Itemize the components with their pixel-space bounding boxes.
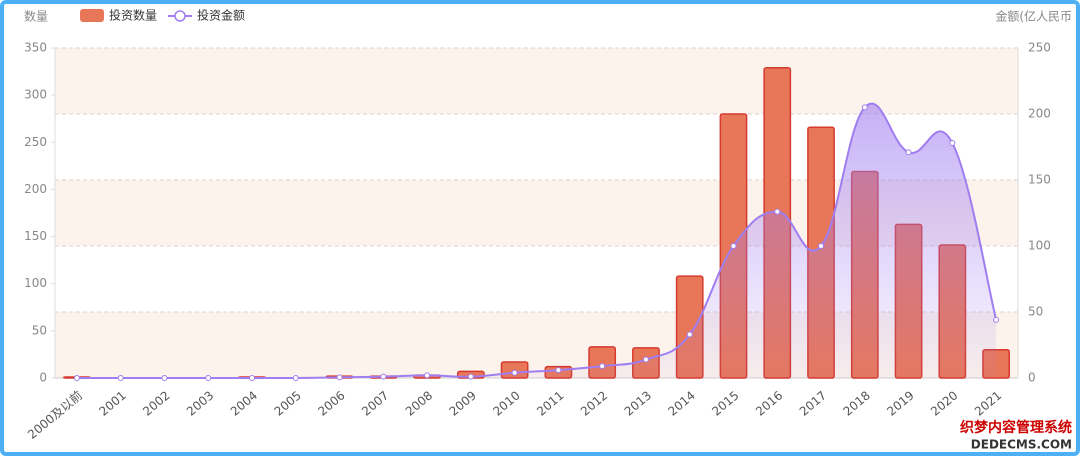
watermark: DEDECMS.COM [971, 438, 1072, 452]
line-point [248, 375, 255, 381]
y-axis-name: 数量 [24, 9, 48, 24]
y2-tick-label: 100 [1028, 239, 1051, 253]
x-tick-label: 2005 [272, 388, 304, 418]
x-tick-label: 2009 [447, 388, 479, 418]
watermark: 织梦内容管理系统 [960, 419, 1072, 436]
x-tick-label: 2007 [359, 388, 391, 418]
line-point [73, 375, 80, 381]
line-point [730, 243, 737, 249]
x-tick-label: 2006 [315, 388, 347, 418]
y2-tick-label: 150 [1028, 173, 1051, 187]
y-tick-label: 100 [24, 276, 47, 290]
line-point [555, 367, 562, 374]
y-tick-label: 300 [24, 88, 47, 102]
line-point [380, 373, 387, 380]
line-point [336, 374, 343, 381]
x-tick-label: 2003 [184, 388, 216, 418]
line-point [774, 208, 781, 215]
x-tick-label: 2017 [797, 388, 829, 418]
legend-swatch [174, 10, 186, 22]
y-tick-label: 200 [24, 182, 47, 196]
x-tick-label: 2019 [884, 388, 916, 418]
x-tick-label: 2012 [578, 388, 610, 418]
x-tick-label: 2008 [403, 388, 435, 418]
line-point [861, 104, 868, 111]
x-tick-label: 2014 [665, 388, 697, 418]
y2-tick-label: 0 [1028, 371, 1036, 385]
legend-label: 投资金额 [197, 8, 245, 23]
y-tick-label: 150 [24, 229, 47, 243]
line-point [599, 363, 606, 370]
x-tick-label: 2001 [96, 388, 128, 418]
x-tick-label: 2004 [228, 388, 260, 418]
line-point [993, 316, 1000, 323]
line-point [905, 149, 912, 156]
y2-tick-label: 50 [1028, 305, 1043, 319]
x-tick-label: 2000及以前 [24, 387, 85, 441]
x-tick-label: 2020 [928, 388, 960, 418]
y2-tick-label: 200 [1028, 107, 1051, 121]
line-point [161, 375, 168, 381]
split-band [55, 48, 1018, 114]
y-tick-label: 350 [24, 41, 47, 55]
y-tick-label: 50 [32, 323, 47, 337]
x-tick-label: 2011 [534, 388, 566, 418]
line-point [292, 375, 299, 381]
x-tick-label: 2021 [972, 388, 1004, 418]
line-area [76, 103, 997, 379]
line-point [818, 243, 825, 249]
y-tick-label: 250 [24, 135, 47, 149]
x-tick-label: 2010 [490, 388, 522, 418]
legend-label: 投资数量 [109, 8, 157, 23]
x-tick-label: 2018 [841, 388, 873, 418]
legend-swatch [80, 9, 104, 22]
line-point [205, 375, 212, 381]
y-tick-label: 0 [39, 371, 47, 385]
x-tick-label: 2016 [753, 388, 785, 418]
y2-tick-label: 250 [1028, 41, 1051, 55]
x-tick-label: 2002 [140, 388, 172, 418]
line-point [117, 375, 124, 381]
line-point [949, 140, 956, 147]
y2-axis-name: 金额(亿人民币 [995, 9, 1072, 24]
line-point [467, 373, 474, 380]
x-tick-label: 2013 [622, 388, 654, 418]
line-point [424, 372, 431, 379]
line-point [686, 331, 693, 338]
line-point [511, 369, 518, 376]
line-point [642, 356, 649, 363]
x-tick-label: 2015 [709, 388, 741, 418]
